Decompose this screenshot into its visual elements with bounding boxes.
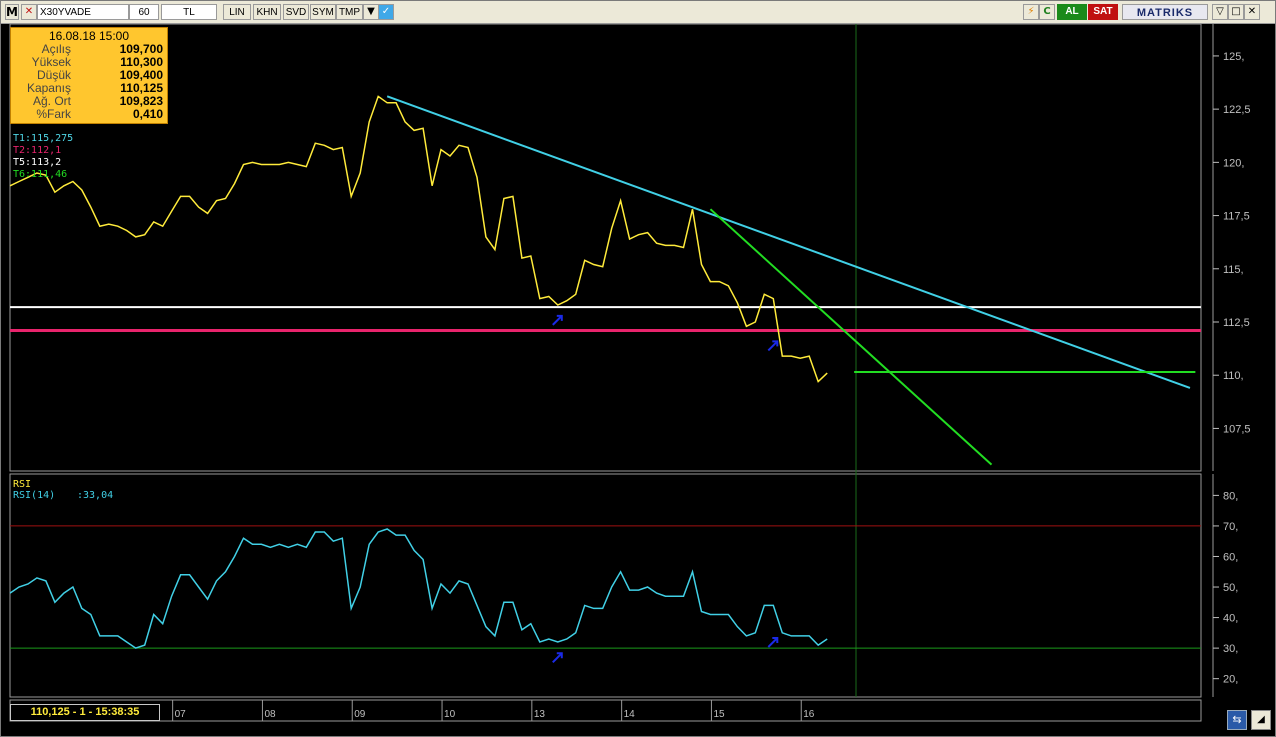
info-row: Ağ. Ort 109,823 xyxy=(11,95,167,108)
tmp-button[interactable]: TMP xyxy=(336,4,363,20)
x-tick-label: 13 xyxy=(534,709,546,720)
price-signal-arrow-shaft xyxy=(767,340,779,352)
khn-button[interactable]: KHN xyxy=(253,4,281,20)
target-t2: T2:112,1 xyxy=(13,145,62,156)
time-axis-border xyxy=(9,699,1202,722)
rsi-series-line xyxy=(9,528,828,649)
close-icon[interactable]: ✕ xyxy=(1244,4,1260,20)
buy-button[interactable]: AL xyxy=(1057,4,1087,20)
price-signal-arrow xyxy=(767,340,779,352)
x-tick-label: 07 xyxy=(175,709,187,720)
rsi-signal-arrow xyxy=(767,637,779,648)
sym-button[interactable]: SYM xyxy=(310,4,336,20)
period-select[interactable]: 60 xyxy=(129,4,159,20)
rsi-signal-arrow xyxy=(552,652,563,663)
brand-logo: MATRIKS xyxy=(1122,4,1208,20)
info-value: 109,700 xyxy=(119,42,163,56)
price-ytick-label: 110, xyxy=(1223,370,1244,382)
price-signal-arrow xyxy=(552,314,563,326)
twitter-icon[interactable]: ✓ xyxy=(378,4,394,20)
rsi-ytick-label: 70, xyxy=(1223,521,1238,533)
info-value: 109,400 xyxy=(119,68,163,82)
price-ytick-label: 107,5 xyxy=(1223,423,1251,435)
rsi-ytick-label: 30, xyxy=(1223,643,1238,655)
info-row: Düşük 109,400 xyxy=(11,69,167,82)
lin-button[interactable]: LIN xyxy=(223,4,251,20)
matriks-logo-icon[interactable]: M xyxy=(5,4,19,20)
price-ytick-label: 117,5 xyxy=(1223,211,1250,223)
info-value: 110,300 xyxy=(120,55,163,69)
price-ytick-label: 122,5 xyxy=(1223,104,1251,116)
info-value: 109,823 xyxy=(119,94,163,108)
x-tick-label: 15 xyxy=(713,709,725,720)
target-t1: T1:115,275 xyxy=(13,133,74,144)
close-symbol-icon[interactable]: ✕ xyxy=(21,4,37,20)
x-tick-label: 08 xyxy=(264,709,276,720)
rsi-signal-arrow-head xyxy=(772,637,779,644)
info-row: %Fark 0,410 xyxy=(11,108,167,121)
ohlc-info-box: 16.08.18 15:00 Açılış 109,700 Yüksek 110,3… xyxy=(10,27,168,124)
info-label: Yüksek xyxy=(31,55,71,69)
refresh-icon[interactable]: C xyxy=(1039,4,1055,20)
price-panel-border xyxy=(9,23,1202,472)
info-label: Kapanış xyxy=(26,81,71,95)
rsi-ytick-label: 20, xyxy=(1223,674,1238,686)
symbol-input[interactable]: X30YVADE xyxy=(37,4,129,20)
x-tick-label: 14 xyxy=(624,709,636,720)
trendline-trend xyxy=(386,95,1191,389)
x-tick-label: 16 xyxy=(803,709,815,720)
target-t5: T5:113,2 xyxy=(13,157,62,168)
rsi-legend: RSI(14) xyxy=(13,490,55,501)
sync-icon[interactable]: ⇆ xyxy=(1227,710,1247,730)
target-t6: T6:111,46 xyxy=(13,169,68,180)
rsi-title: RSI xyxy=(13,479,31,490)
rsi-panel-border xyxy=(9,473,1202,698)
info-label: Açılış xyxy=(41,42,71,56)
price-ytick-label: 112,5 xyxy=(1223,317,1250,329)
settings-icon[interactable]: ◢ xyxy=(1251,710,1271,730)
rsi-ytick-label: 40, xyxy=(1223,613,1238,625)
info-label: Ağ. Ort xyxy=(32,94,71,108)
toolbar: M ✕ X30YVADE 60 TL LIN KHN SVD SYM TMP ▼… xyxy=(1,1,1275,24)
x-tick-label: 09 xyxy=(354,709,366,720)
rsi-ytick-label: 80, xyxy=(1223,490,1238,502)
price-signal-arrow-head xyxy=(772,340,779,347)
rsi-ytick-label: 60, xyxy=(1223,551,1238,563)
info-label: %Fark xyxy=(36,107,71,121)
price-series-line xyxy=(9,95,828,383)
price-ytick-label: 115, xyxy=(1223,264,1244,276)
rsi-signal-arrow-shaft xyxy=(552,652,563,663)
info-value: 110,125 xyxy=(120,81,163,95)
rsi-ytick-label: 50, xyxy=(1223,582,1238,594)
sell-button[interactable]: SAT xyxy=(1088,4,1118,20)
x-tick-label: 10 xyxy=(444,709,456,720)
rsi-signal-arrow-shaft xyxy=(767,637,779,648)
price-signal-arrow-shaft xyxy=(552,315,563,326)
rsi-legend-value: :33,04 xyxy=(77,490,113,501)
trendline-green-down xyxy=(709,208,993,466)
flash-icon[interactable]: ⚡ xyxy=(1023,4,1039,20)
info-date: 16.08.18 15:00 xyxy=(48,29,130,43)
minimize-icon[interactable]: ▽ xyxy=(1212,4,1228,20)
status-readout: 110,125 - 1 - 15:38:35 xyxy=(10,704,160,721)
info-row: Yüksek 110,300 xyxy=(11,56,167,69)
info-row: Kapanış 110,125 xyxy=(11,82,167,95)
rsi-signal-arrow-head xyxy=(556,652,563,659)
info-value: 0,410 xyxy=(132,107,163,121)
info-label: Düşük xyxy=(36,68,71,82)
svd-button[interactable]: SVD xyxy=(283,4,309,20)
info-row: Açılış 109,700 xyxy=(11,43,167,56)
currency-select[interactable]: TL xyxy=(161,4,217,20)
price-ytick-label: 120, xyxy=(1223,157,1244,169)
price-ytick-label: 125, xyxy=(1223,51,1244,63)
price-signal-arrow-head xyxy=(556,314,563,321)
maximize-icon[interactable]: □ xyxy=(1228,4,1244,20)
